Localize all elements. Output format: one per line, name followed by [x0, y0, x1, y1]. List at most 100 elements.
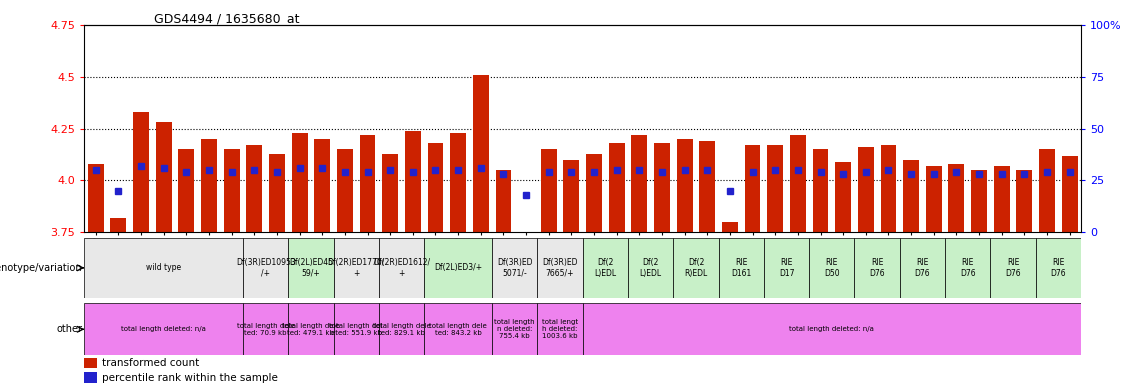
FancyBboxPatch shape: [425, 238, 492, 298]
Text: Df(3R)ED
7665/+: Df(3R)ED 7665/+: [543, 258, 578, 278]
Bar: [632, 135, 647, 232]
Bar: [926, 166, 941, 232]
FancyBboxPatch shape: [492, 238, 537, 298]
FancyBboxPatch shape: [84, 238, 243, 298]
Bar: [1062, 156, 1078, 232]
Bar: [292, 133, 307, 232]
Bar: [269, 154, 285, 232]
Text: total lengt
h deleted:
1003.6 kb: total lengt h deleted: 1003.6 kb: [542, 319, 578, 339]
Text: GDS4494 / 1635680_at: GDS4494 / 1635680_at: [154, 12, 300, 25]
FancyBboxPatch shape: [537, 238, 583, 298]
Bar: [654, 143, 670, 232]
Text: total length dele
ted: 70.9 kb: total length dele ted: 70.9 kb: [236, 323, 295, 336]
Text: RIE
D76: RIE D76: [914, 258, 930, 278]
Text: total length dele
ted: 479.1 kb: total length dele ted: 479.1 kb: [282, 323, 340, 336]
FancyBboxPatch shape: [1036, 238, 1081, 298]
FancyBboxPatch shape: [718, 238, 763, 298]
Text: total length dele
ted: 843.2 kb: total length dele ted: 843.2 kb: [429, 323, 488, 336]
Text: RIE
D50: RIE D50: [824, 258, 840, 278]
Bar: [813, 149, 829, 232]
FancyBboxPatch shape: [378, 238, 425, 298]
Text: Df(2R)ED1612/
+: Df(2R)ED1612/ +: [373, 258, 430, 278]
Bar: [948, 164, 964, 232]
Bar: [540, 149, 556, 232]
Bar: [405, 131, 421, 232]
Bar: [495, 170, 511, 232]
FancyBboxPatch shape: [945, 238, 991, 298]
Bar: [359, 135, 375, 232]
Text: Df(2L)ED45
59/+: Df(2L)ED45 59/+: [289, 258, 333, 278]
Bar: [133, 112, 149, 232]
Bar: [84, 372, 98, 382]
Text: Df(2L)ED3/+: Df(2L)ED3/+: [435, 263, 482, 272]
Text: total length deleted: n/a: total length deleted: n/a: [789, 326, 874, 332]
Bar: [88, 164, 104, 232]
Bar: [110, 218, 126, 232]
FancyBboxPatch shape: [900, 238, 945, 298]
Bar: [722, 222, 738, 232]
FancyBboxPatch shape: [583, 238, 628, 298]
Bar: [587, 154, 602, 232]
FancyBboxPatch shape: [243, 303, 288, 355]
Bar: [835, 162, 851, 232]
Text: total length
n deleted:
755.4 kb: total length n deleted: 755.4 kb: [494, 319, 535, 339]
Text: Df(2
R)EDL: Df(2 R)EDL: [685, 258, 707, 278]
FancyBboxPatch shape: [991, 238, 1036, 298]
Text: RIE
D76: RIE D76: [959, 258, 975, 278]
FancyBboxPatch shape: [333, 303, 378, 355]
Text: Df(2
L)EDL: Df(2 L)EDL: [595, 258, 616, 278]
FancyBboxPatch shape: [537, 303, 583, 355]
Text: RIE
D76: RIE D76: [869, 258, 885, 278]
FancyBboxPatch shape: [333, 238, 378, 298]
FancyBboxPatch shape: [84, 303, 243, 355]
Bar: [450, 133, 466, 232]
Bar: [178, 149, 195, 232]
Text: RIE
D76: RIE D76: [1051, 258, 1066, 278]
Bar: [155, 122, 171, 232]
FancyBboxPatch shape: [855, 238, 900, 298]
Bar: [790, 135, 806, 232]
Bar: [84, 358, 98, 368]
FancyBboxPatch shape: [288, 238, 333, 298]
Bar: [382, 154, 399, 232]
FancyBboxPatch shape: [628, 238, 673, 298]
Text: Df(2
L)EDL: Df(2 L)EDL: [640, 258, 662, 278]
Text: other: other: [56, 324, 82, 334]
Bar: [677, 139, 692, 232]
Bar: [971, 170, 988, 232]
Bar: [314, 139, 330, 232]
Bar: [1017, 170, 1033, 232]
Bar: [563, 160, 579, 232]
FancyBboxPatch shape: [583, 303, 1081, 355]
Text: total length deleted: n/a: total length deleted: n/a: [122, 326, 206, 332]
Text: percentile rank within the sample: percentile rank within the sample: [102, 372, 278, 383]
FancyBboxPatch shape: [425, 303, 492, 355]
Text: RIE
D17: RIE D17: [779, 258, 794, 278]
Bar: [881, 145, 896, 232]
FancyBboxPatch shape: [378, 303, 425, 355]
Text: transformed count: transformed count: [102, 358, 199, 368]
FancyBboxPatch shape: [243, 238, 288, 298]
Bar: [609, 143, 625, 232]
Bar: [337, 149, 352, 232]
FancyBboxPatch shape: [288, 303, 333, 355]
Text: RIE
D161: RIE D161: [731, 258, 751, 278]
Text: total length dele
ted: 829.1 kb: total length dele ted: 829.1 kb: [373, 323, 430, 336]
FancyBboxPatch shape: [492, 303, 537, 355]
Bar: [247, 145, 262, 232]
Text: Df(2R)ED1770/
+: Df(2R)ED1770/ +: [328, 258, 385, 278]
Bar: [858, 147, 874, 232]
Bar: [473, 75, 489, 232]
FancyBboxPatch shape: [673, 238, 718, 298]
Bar: [1039, 149, 1055, 232]
Bar: [744, 145, 760, 232]
Bar: [767, 145, 784, 232]
Text: RIE
D76: RIE D76: [1006, 258, 1021, 278]
Bar: [903, 160, 919, 232]
Bar: [994, 166, 1010, 232]
Bar: [202, 139, 217, 232]
Text: wild type: wild type: [146, 263, 181, 272]
FancyBboxPatch shape: [810, 238, 855, 298]
Bar: [699, 141, 715, 232]
Text: Df(3R)ED
5071/-: Df(3R)ED 5071/-: [497, 258, 533, 278]
